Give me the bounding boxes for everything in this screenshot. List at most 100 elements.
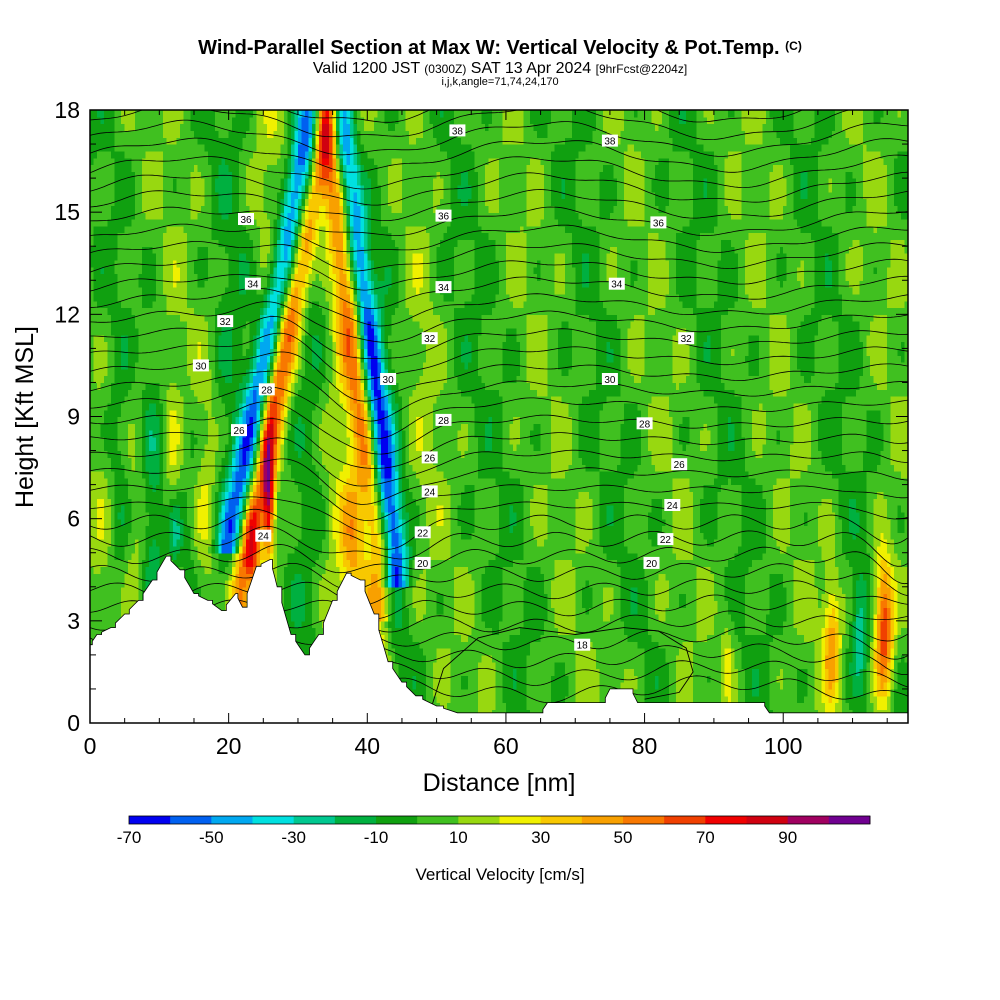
velocity-cell bbox=[135, 478, 139, 485]
velocity-cell bbox=[256, 376, 260, 383]
velocity-cell bbox=[263, 410, 267, 417]
velocity-cell bbox=[239, 573, 243, 580]
velocity-cell bbox=[111, 233, 115, 240]
velocity-cell bbox=[145, 342, 149, 349]
velocity-cell bbox=[97, 423, 101, 430]
velocity-cell bbox=[270, 294, 274, 301]
velocity-cell bbox=[118, 532, 122, 539]
velocity-cell bbox=[170, 287, 174, 294]
velocity-cell bbox=[107, 137, 111, 144]
velocity-cell bbox=[149, 498, 153, 505]
velocity-cell bbox=[270, 335, 274, 342]
velocity-cell bbox=[107, 444, 111, 451]
velocity-cell bbox=[100, 124, 104, 131]
velocity-cell bbox=[229, 417, 233, 424]
velocity-cell bbox=[239, 566, 243, 573]
velocity-cell bbox=[187, 110, 191, 117]
velocity-cell bbox=[156, 389, 160, 396]
velocity-cell bbox=[225, 308, 229, 315]
velocity-cell bbox=[152, 321, 156, 328]
velocity-cell bbox=[201, 491, 205, 498]
velocity-cell bbox=[194, 158, 198, 165]
velocity-cell bbox=[208, 519, 212, 526]
velocity-cell bbox=[201, 335, 205, 342]
velocity-cell bbox=[184, 130, 188, 137]
velocity-cell bbox=[173, 212, 177, 219]
velocity-cell bbox=[121, 573, 125, 580]
velocity-cell bbox=[121, 485, 125, 492]
velocity-cell bbox=[163, 376, 167, 383]
velocity-cell bbox=[114, 512, 118, 519]
velocity-cell bbox=[225, 342, 229, 349]
velocity-cell bbox=[218, 444, 222, 451]
velocity-cell bbox=[204, 580, 208, 587]
velocity-cell bbox=[218, 430, 222, 437]
velocity-cell bbox=[184, 369, 188, 376]
velocity-cell bbox=[152, 355, 156, 362]
velocity-cell bbox=[142, 505, 146, 512]
velocity-cell bbox=[243, 376, 247, 383]
velocity-cell bbox=[111, 512, 115, 519]
velocity-cell bbox=[118, 171, 122, 178]
velocity-cell bbox=[218, 178, 222, 185]
velocity-cell bbox=[97, 600, 101, 607]
velocity-cell bbox=[191, 546, 195, 553]
velocity-cell bbox=[177, 110, 181, 117]
velocity-cell bbox=[277, 451, 281, 458]
velocity-cell bbox=[256, 362, 260, 369]
velocity-cell bbox=[229, 226, 233, 233]
velocity-cell bbox=[215, 403, 219, 410]
velocity-cell bbox=[218, 117, 222, 124]
velocity-cell bbox=[277, 205, 281, 212]
velocity-cell bbox=[249, 117, 253, 124]
velocity-cell bbox=[118, 164, 122, 171]
velocity-cell bbox=[170, 185, 174, 192]
velocity-cell bbox=[218, 485, 222, 492]
velocity-cell bbox=[128, 308, 132, 315]
velocity-cell bbox=[260, 219, 264, 226]
velocity-cell bbox=[152, 164, 156, 171]
velocity-cell bbox=[145, 246, 149, 253]
velocity-cell bbox=[132, 348, 136, 355]
velocity-cell bbox=[128, 403, 132, 410]
velocity-cell bbox=[243, 178, 247, 185]
velocity-cell bbox=[173, 512, 177, 519]
velocity-cell bbox=[236, 553, 240, 560]
velocity-cell bbox=[142, 164, 146, 171]
velocity-cell bbox=[114, 212, 118, 219]
velocity-cell bbox=[100, 335, 104, 342]
velocity-cell bbox=[135, 137, 139, 144]
velocity-cell bbox=[139, 151, 143, 158]
velocity-cell bbox=[125, 342, 129, 349]
velocity-cell bbox=[211, 573, 215, 580]
velocity-cell bbox=[104, 621, 108, 628]
velocity-cell bbox=[222, 342, 226, 349]
velocity-cell bbox=[239, 267, 243, 274]
velocity-cell bbox=[270, 403, 274, 410]
velocity-cell bbox=[145, 376, 149, 383]
velocity-cell bbox=[246, 260, 250, 267]
velocity-cell bbox=[274, 525, 278, 532]
velocity-cell bbox=[159, 342, 163, 349]
velocity-cell bbox=[270, 233, 274, 240]
velocity-cell bbox=[211, 566, 215, 573]
velocity-cell bbox=[170, 525, 174, 532]
velocity-cell bbox=[173, 239, 177, 246]
velocity-cell bbox=[222, 532, 226, 539]
velocity-cell bbox=[180, 226, 184, 233]
velocity-cell bbox=[170, 444, 174, 451]
velocity-cell bbox=[208, 382, 212, 389]
velocity-cell bbox=[114, 505, 118, 512]
velocity-cell bbox=[249, 505, 253, 512]
velocity-cell bbox=[135, 226, 139, 233]
velocity-cell bbox=[225, 464, 229, 471]
velocity-cell bbox=[211, 219, 215, 226]
velocity-cell bbox=[166, 117, 170, 124]
velocity-cell bbox=[263, 260, 267, 267]
velocity-cell bbox=[191, 451, 195, 458]
velocity-cell bbox=[232, 382, 236, 389]
velocity-cell bbox=[204, 512, 208, 519]
velocity-cell bbox=[277, 192, 281, 199]
velocity-cell bbox=[111, 457, 115, 464]
velocity-cell bbox=[118, 267, 122, 274]
